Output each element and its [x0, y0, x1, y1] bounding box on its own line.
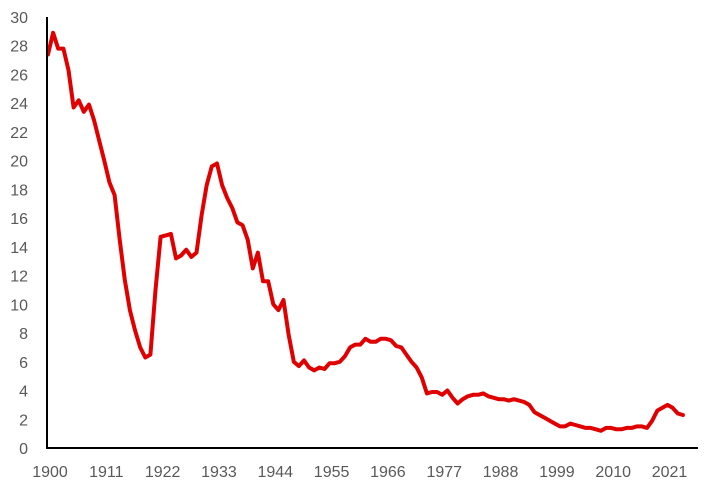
y-tick-label: 12: [10, 269, 28, 286]
y-tick-label: 28: [10, 39, 28, 56]
x-tick-label: 1955: [314, 464, 350, 481]
y-tick-label: 22: [10, 125, 28, 142]
y-tick-label: 16: [10, 211, 28, 228]
y-tick-label: 8: [19, 326, 28, 343]
x-tick-label: 2021: [652, 464, 688, 481]
x-tick-label: 2010: [595, 464, 631, 481]
y-tick-label: 0: [19, 441, 28, 458]
x-tick-label: 1933: [201, 464, 237, 481]
y-tick-label: 14: [10, 240, 28, 257]
y-tick-label: 4: [19, 384, 28, 401]
y-tick-label: 26: [10, 67, 28, 84]
y-tick-label: 30: [10, 10, 28, 27]
y-tick-label: 18: [10, 182, 28, 199]
x-tick-label: 1944: [257, 464, 293, 481]
x-tick-label: 1911: [89, 464, 124, 481]
series-line: [46, 30, 685, 433]
y-tick-label: 24: [10, 96, 28, 113]
y-tick-label: 6: [19, 355, 28, 372]
y-tick-label: 20: [10, 154, 28, 171]
x-tick-label: 1966: [370, 464, 406, 481]
x-axis-ticks: 1900 1911 1922 1933 1944 1955 1966 1977 1988 1999…: [32, 464, 687, 481]
x-tick-label: 1922: [145, 464, 181, 481]
x-tick-label: 1977: [426, 464, 462, 481]
x-tick-label: 1999: [539, 464, 575, 481]
y-tick-label: 2: [19, 412, 28, 429]
y-tick-label: 10: [10, 297, 28, 314]
x-tick-label: 1900: [32, 464, 68, 481]
x-tick-label: 1988: [483, 464, 519, 481]
